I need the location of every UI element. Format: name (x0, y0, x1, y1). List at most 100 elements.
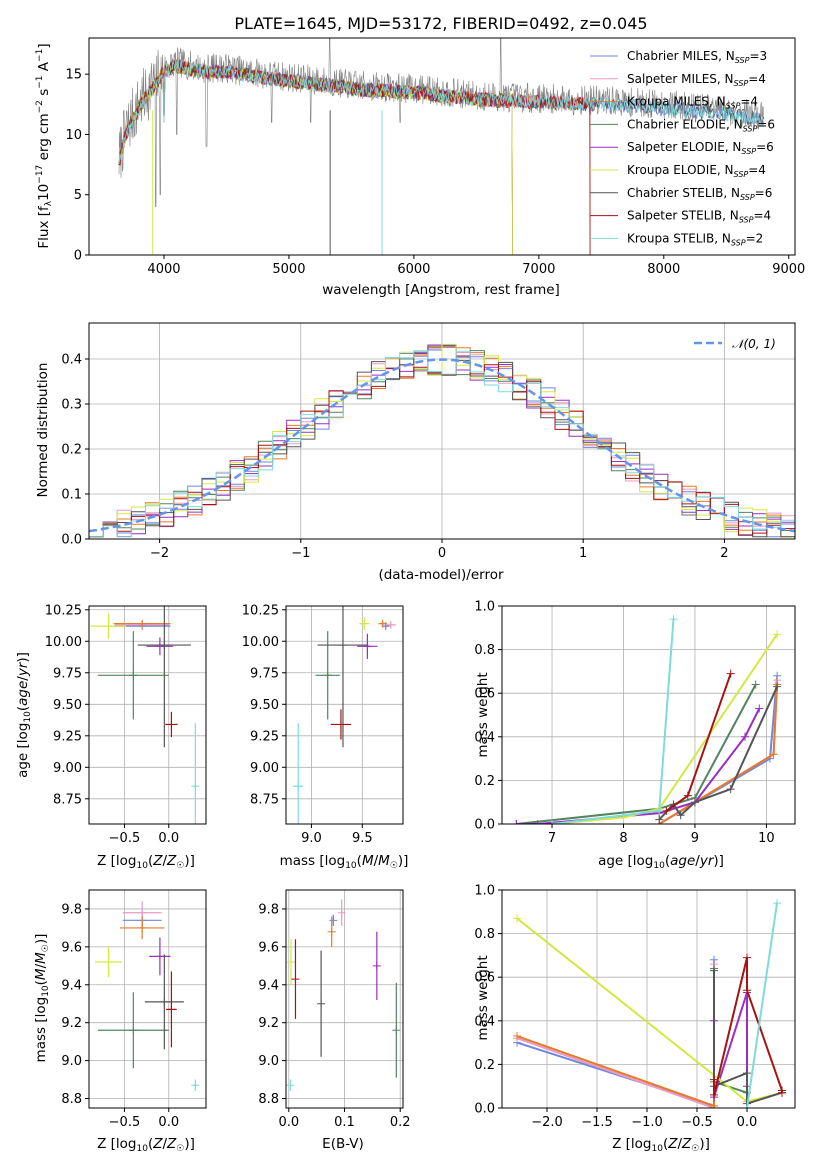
data-point (683, 791, 692, 800)
massz-y-tick-label: 9.2 (61, 1016, 82, 1031)
data-point (336, 720, 345, 729)
massz-x-tick-label: −0.5 (109, 1115, 141, 1130)
massebv-y-tick-label: 8.8 (258, 1092, 279, 1107)
data-point (548, 820, 557, 824)
data-point (363, 642, 372, 651)
data-point (191, 782, 200, 791)
legend-entry: Chabrier STELIB, NSSP=6 (627, 186, 772, 202)
data-point (690, 798, 699, 807)
massebv-x-tick-label: 0.2 (390, 1115, 411, 1130)
data-point (740, 732, 749, 741)
mwage-y-tick-label: 0.0 (474, 818, 495, 833)
data-point (155, 642, 164, 651)
mwz-y-tick-label: 0.2 (474, 1058, 495, 1073)
agemass-y-tick-label: 9.25 (250, 729, 279, 744)
residuals-plot-area (89, 343, 795, 538)
spectrum-y-tick-label: 10 (65, 128, 82, 143)
legend-entry: Kroupa MILES, NSSP=4 (627, 95, 758, 111)
age-vs-z-panel: Z [log10(Z/Z☉)] age [log10(age/yr)] −0.5… (15, 603, 207, 871)
spectrum-y-label: Flux [fλ10−17 erg cm−2 s−1 A−1] (35, 43, 54, 248)
agemass-x-tick-label: 9.0 (301, 831, 322, 846)
massebv-y-tick-label: 9.8 (258, 902, 279, 917)
spectrum-y-tick-label: 5 (74, 188, 82, 203)
mass-vs-ebv-x-label: E(B-V) (322, 1136, 364, 1152)
agemass-y-tick-label: 9.00 (250, 761, 279, 776)
data-point (338, 641, 347, 650)
mwz-y-tick-label: 0.8 (474, 927, 495, 942)
data-point (392, 1026, 401, 1035)
data-point (372, 961, 381, 970)
mwage-x-tick-label: 8 (619, 831, 627, 846)
agemass-y-tick-label: 9.75 (250, 666, 279, 681)
data-point (710, 966, 718, 975)
data-point (138, 619, 147, 628)
data-point (655, 815, 664, 824)
massebv-x-tick-label: 0.0 (278, 1115, 299, 1130)
massz-frame (88, 889, 207, 1109)
mass-vs-ebv-panel: E(B-V) 0.0 0.1 0.2 8.8 9.0 9.2 9.4 9.6 9.8 (258, 889, 411, 1152)
agemass-y-tick-label: 10.00 (242, 635, 279, 650)
data-point (386, 620, 395, 629)
agez-y-tick-label: 9.00 (53, 761, 82, 776)
mass-vs-z-panel: Z [log10(Z/Z☉)] mass [log10(M/M☉)] −0.5 0… (33, 889, 207, 1154)
age-vs-mass-x-label: mass [log10(M/M☉)] (280, 853, 409, 871)
residuals-y-tick-label: 0.2 (61, 443, 82, 458)
data-point (167, 720, 176, 729)
data-point (755, 704, 764, 713)
mwage-frame (501, 605, 796, 825)
residual-histogram (89, 350, 795, 538)
data-point (513, 1032, 521, 1041)
mwz-x-tick-label: −2.0 (531, 1115, 563, 1130)
legend-entry: Chabrier ELODIE, NSSP=6 (627, 117, 775, 133)
mwage-y-tick-label: 0.8 (474, 643, 495, 658)
spectrum-x-tick-label: 9000 (772, 262, 805, 277)
agemass-plot-area (293, 606, 396, 824)
data-point (286, 1081, 295, 1090)
data-point (513, 914, 521, 923)
massebv-y-tick-label: 9.6 (258, 940, 279, 955)
residuals-y-tick-label: 0.4 (61, 353, 82, 368)
mass-weight-series-line (658, 675, 779, 824)
residuals-y-tick-label: 0.0 (61, 533, 82, 548)
agez-x-tick-label: −0.5 (109, 831, 141, 846)
massebv-y-tick-label: 9.2 (258, 1016, 279, 1031)
mwz-plot-area (513, 899, 786, 1108)
data-point (743, 1069, 751, 1078)
mwz-x-tick-label: 0.0 (737, 1115, 758, 1130)
massz-x-tick-label: 0.0 (158, 1115, 179, 1130)
data-point (773, 899, 781, 908)
data-point (294, 782, 303, 791)
data-point (743, 953, 751, 962)
agemass-frame (285, 605, 404, 825)
age-vs-z-y-label: age [log10(age/yr)] (15, 652, 33, 778)
agez-plot-area (90, 606, 200, 824)
data-point (778, 1088, 786, 1097)
agez-x-tick-label: 0.0 (158, 831, 179, 846)
data-point (726, 785, 735, 794)
mwage-y-tick-label: 0.6 (474, 687, 495, 702)
agez-y-tick-label: 8.75 (53, 792, 82, 807)
mwz-y-tick-label: 0.0 (474, 1102, 495, 1117)
data-point (378, 619, 387, 628)
mw-age-x-label: age [log10(age/yr)] (598, 853, 724, 871)
mwage-y-tick-label: 0.4 (474, 730, 495, 745)
agemass-y-tick-label: 9.50 (250, 698, 279, 713)
massebv-plot-area (286, 899, 401, 1091)
age-vs-mass-panel: mass [log10(M/M☉)] 9.0 9.5 8.75 9.00 9.25 9.5… (242, 603, 409, 871)
spectrum-frame (88, 37, 796, 256)
agez-y-tick-label: 9.75 (53, 666, 82, 681)
spectrum-x-tick-label: 8000 (647, 262, 680, 277)
mass-weight-series-line (516, 959, 715, 1108)
data-point (323, 671, 332, 680)
data-point (710, 1075, 718, 1084)
massz-plot-area (95, 901, 200, 1091)
data-point (160, 641, 169, 650)
massz-y-tick-label: 9.8 (61, 902, 82, 917)
spectrum-x-tick-label: 6000 (397, 262, 430, 277)
agez-grid (89, 606, 206, 824)
data-point (167, 1005, 176, 1014)
mwz-y-tick-label: 1.0 (474, 884, 495, 899)
data-point (287, 958, 296, 967)
mwage-y-tick-label: 0.2 (474, 774, 495, 789)
